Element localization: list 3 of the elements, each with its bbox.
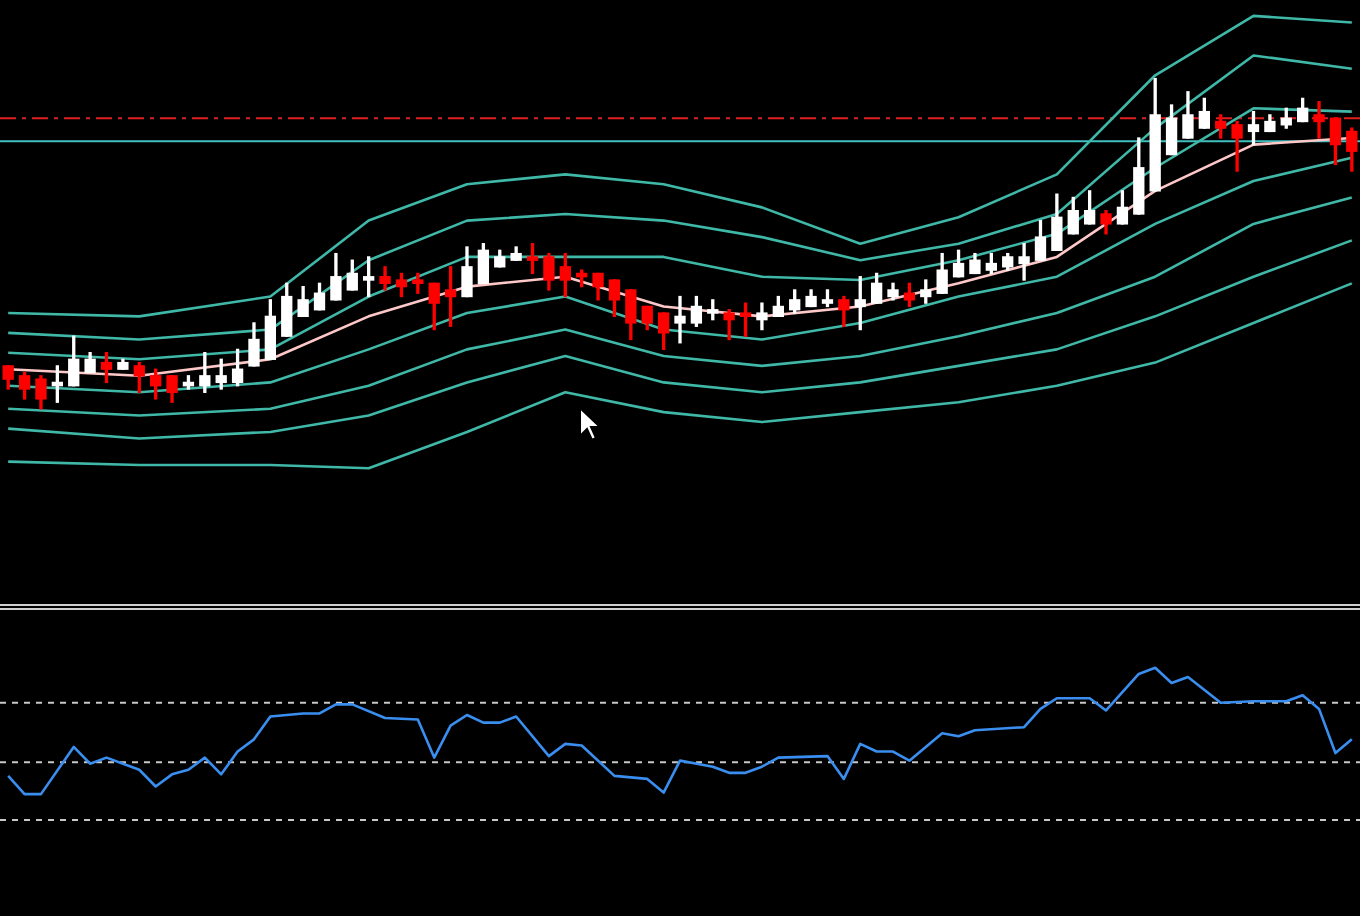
candlestick bbox=[1313, 101, 1325, 139]
candlestick bbox=[674, 295, 686, 344]
candlestick bbox=[1018, 243, 1030, 281]
